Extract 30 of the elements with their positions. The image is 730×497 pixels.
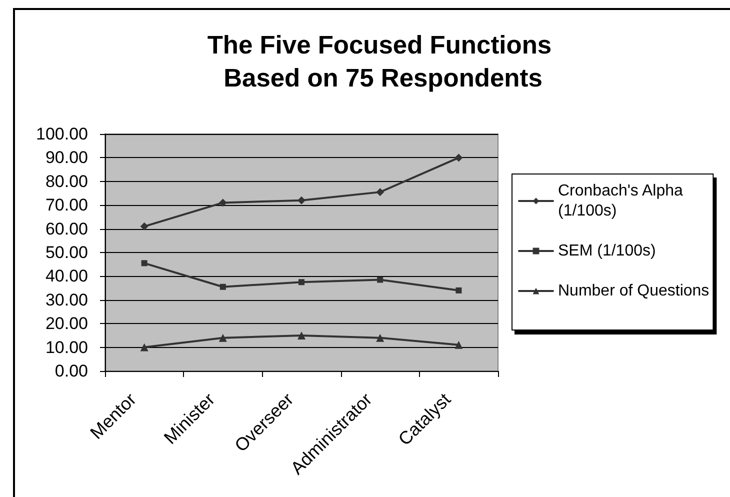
point bbox=[298, 279, 304, 286]
point bbox=[218, 334, 227, 342]
y-tick-label: 90.00 bbox=[45, 148, 88, 168]
point bbox=[376, 188, 384, 196]
y-tick-label: 30.00 bbox=[45, 290, 88, 310]
point bbox=[454, 154, 463, 162]
y-tick-label: 10.00 bbox=[45, 338, 88, 357]
point bbox=[376, 334, 384, 342]
point bbox=[377, 276, 384, 283]
legend-label: Number of Questions bbox=[558, 282, 710, 300]
y-tick-label: 20.00 bbox=[45, 314, 88, 334]
point bbox=[140, 222, 148, 230]
chart-title: The Five Focused Functions Based on 75 Respondents bbox=[207, 32, 559, 92]
y-tick-label: 0.00 bbox=[54, 362, 88, 380]
point bbox=[456, 287, 462, 294]
legend-label: SEM (1/100s) bbox=[558, 242, 656, 260]
point bbox=[220, 284, 226, 290]
y-tick-label: 80.00 bbox=[45, 172, 88, 191]
point bbox=[298, 196, 306, 204]
point bbox=[141, 260, 148, 266]
point bbox=[454, 340, 463, 349]
y-tick-label: 60.00 bbox=[45, 219, 88, 238]
y-tick-label: 70.00 bbox=[45, 196, 88, 215]
y-tick-label: 40.00 bbox=[45, 266, 88, 286]
y-tick-label: 100.00 bbox=[36, 124, 88, 144]
point bbox=[298, 331, 306, 340]
y-tick-label: 50.00 bbox=[45, 243, 88, 262]
point bbox=[218, 198, 227, 207]
legend-label: Cronbach's Alpha (1/100s) bbox=[558, 182, 684, 220]
point bbox=[140, 343, 148, 352]
